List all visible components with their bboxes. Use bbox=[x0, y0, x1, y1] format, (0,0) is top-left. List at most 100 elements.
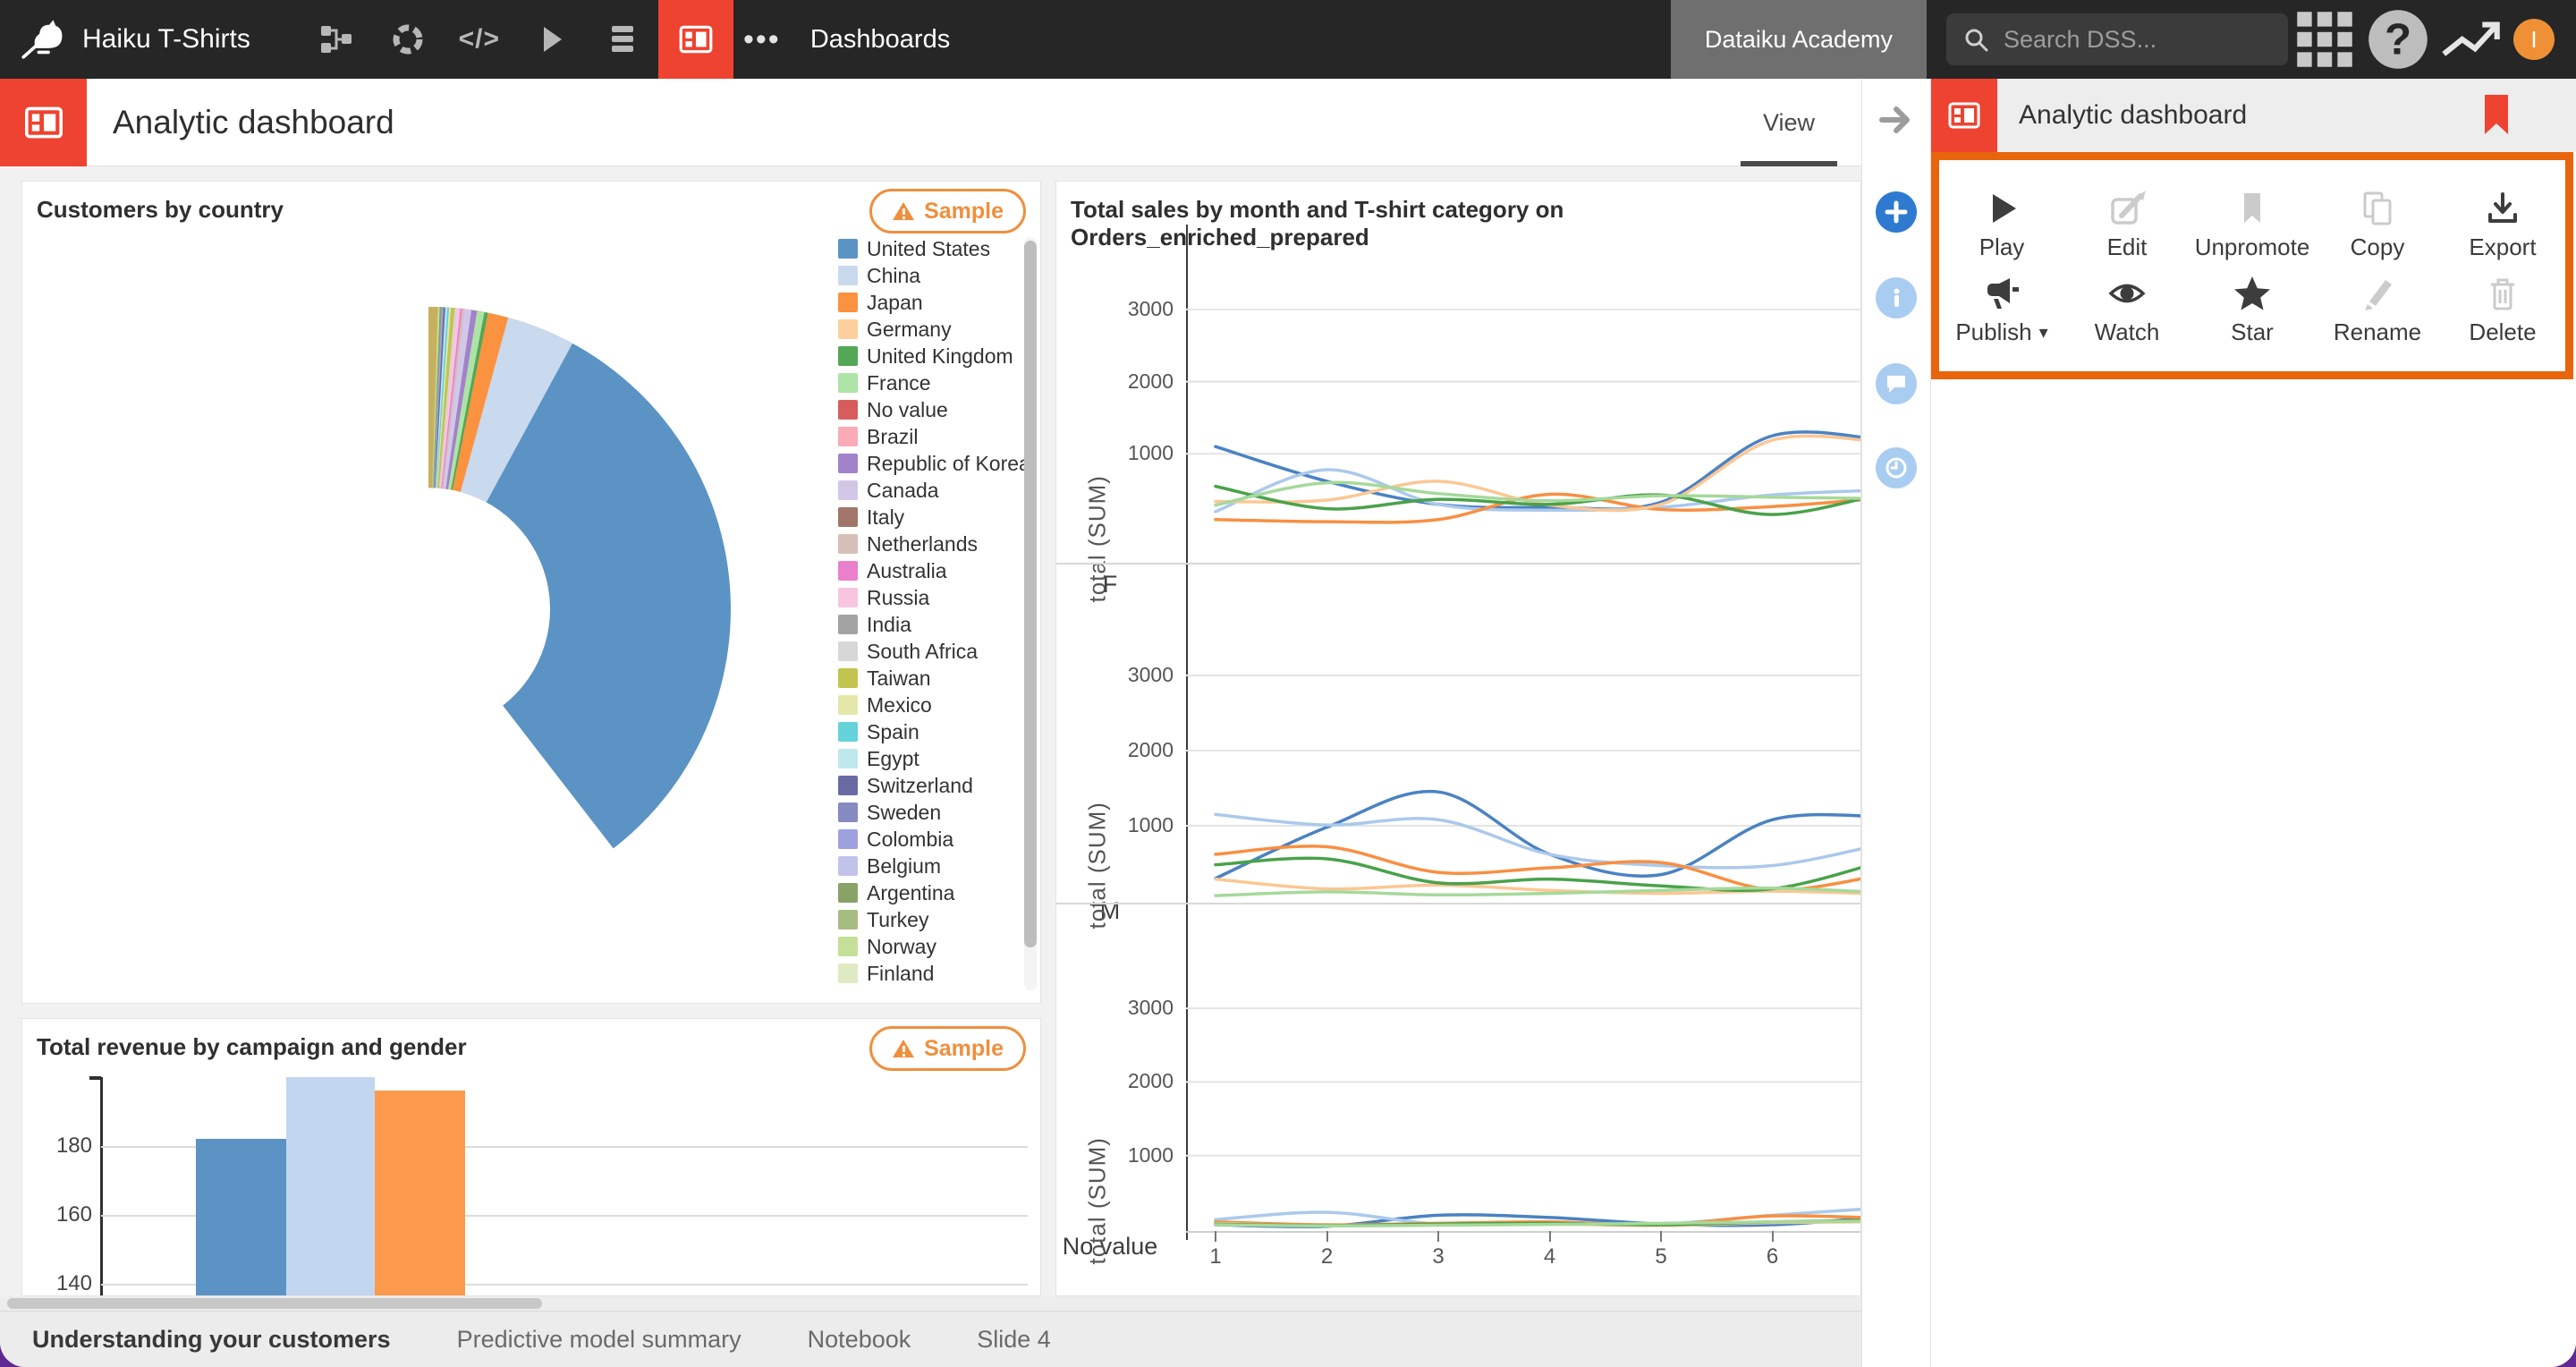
legend-item: Mexico bbox=[838, 692, 1040, 718]
legend-swatch bbox=[838, 937, 858, 956]
action-button-watch[interactable]: Watch bbox=[2064, 270, 2190, 346]
slide-tab-predictive-model-summary[interactable]: Predictive model summary bbox=[456, 1325, 741, 1353]
bar-gridline bbox=[101, 1215, 1028, 1217]
line-chart-x-axis bbox=[1186, 1231, 1860, 1233]
sample-badge: Sample bbox=[869, 1026, 1026, 1071]
legend-item-label: Norway bbox=[867, 934, 936, 958]
dropdown-caret-icon: ▾ bbox=[2038, 323, 2048, 343]
action-label: Copy bbox=[2350, 233, 2405, 260]
code-icon[interactable]: </> bbox=[458, 24, 501, 54]
legend-swatch bbox=[838, 964, 858, 983]
bar-blue bbox=[196, 1139, 286, 1295]
tab-view[interactable]: View bbox=[1762, 108, 1816, 136]
jobs-play-icon[interactable] bbox=[515, 0, 587, 79]
action-button-star[interactable]: Star bbox=[2190, 270, 2315, 346]
legend-item: China bbox=[838, 262, 1040, 289]
dataiku-logo-icon[interactable] bbox=[0, 0, 82, 79]
slide-tab-notebook[interactable]: Notebook bbox=[807, 1325, 911, 1353]
global-search[interactable] bbox=[1946, 13, 2288, 65]
legend-item-label: Finland bbox=[867, 961, 935, 985]
action-button-publish[interactable]: Publish ▾ bbox=[1939, 270, 2064, 346]
action-button-rename[interactable]: Rename bbox=[2315, 270, 2440, 346]
apps-grid-icon[interactable] bbox=[2288, 0, 2361, 79]
bookmark-icon[interactable] bbox=[2483, 95, 2510, 139]
collapse-panel-icon[interactable] bbox=[1877, 100, 1916, 140]
legend-item-label: France bbox=[867, 370, 931, 395]
line-series-light-orange bbox=[1214, 877, 1860, 896]
legend-item: Finland bbox=[838, 960, 1040, 987]
breadcrumb-section: Dashboards bbox=[809, 24, 951, 54]
x-tick-label: 5 bbox=[1655, 1244, 1667, 1269]
facet-plot-f bbox=[1186, 308, 1860, 524]
action-button-edit[interactable]: Edit bbox=[2064, 185, 2190, 261]
warning-icon bbox=[893, 202, 915, 220]
legend-scrollbar-thumb[interactable] bbox=[1024, 241, 1037, 947]
legend-swatch bbox=[838, 561, 858, 581]
action-button-export[interactable]: Export bbox=[2440, 185, 2565, 261]
more-menu-icon[interactable]: ••• bbox=[742, 21, 781, 56]
search-input[interactable] bbox=[2002, 24, 2270, 55]
history-clock-icon[interactable] bbox=[1876, 447, 1917, 488]
donut-chart bbox=[428, 307, 731, 849]
legend-item-label: Turkey bbox=[867, 907, 929, 931]
action-button-delete[interactable]: Delete bbox=[2440, 270, 2565, 346]
flow-icon[interactable] bbox=[301, 0, 372, 79]
legend-swatch bbox=[838, 615, 858, 634]
legend-item: Argentina bbox=[838, 879, 1040, 906]
bar-gridline bbox=[101, 1284, 1028, 1286]
facet-divider bbox=[1056, 563, 1860, 565]
action-label: Publish ▾ bbox=[1955, 318, 2048, 345]
legend-swatch bbox=[838, 829, 858, 849]
slide-tab-understanding-your-customers[interactable]: Understanding your customers bbox=[32, 1325, 391, 1353]
legend-item-label: Belgium bbox=[867, 853, 942, 878]
legend-swatch bbox=[838, 749, 858, 768]
legend-item: Brazil bbox=[838, 423, 1040, 450]
user-avatar[interactable]: I bbox=[2513, 19, 2555, 60]
add-insight-icon[interactable] bbox=[1876, 191, 1917, 233]
legend-item-label: United Kingdom bbox=[867, 344, 1013, 368]
legend-item-label: Argentina bbox=[867, 880, 955, 904]
page-title: Analytic dashboard bbox=[113, 104, 394, 140]
legend-item: Italy bbox=[838, 504, 1040, 531]
action-label: Edit bbox=[2106, 233, 2148, 260]
slide-tab-slide-4[interactable]: Slide 4 bbox=[977, 1325, 1051, 1353]
card-total-sales-by-month: Total sales by month and T-shirt categor… bbox=[1055, 181, 1861, 1296]
legend-item: Spain bbox=[838, 718, 1040, 745]
legend-item: Republic of Korea bbox=[838, 450, 1040, 477]
x-tick-label: 1 bbox=[1209, 1244, 1222, 1269]
legend-item: South Africa bbox=[838, 638, 1040, 665]
notebooks-icon[interactable] bbox=[587, 0, 658, 79]
play-icon bbox=[1982, 185, 2021, 228]
pencil-icon bbox=[2358, 270, 2397, 313]
help-icon[interactable]: ? bbox=[2361, 0, 2435, 79]
legend-item: United Kingdom bbox=[838, 343, 1040, 369]
y-tick-label: 2000 bbox=[1127, 738, 1174, 761]
line-series-orange bbox=[1214, 492, 1860, 524]
y-tick-label: 2000 bbox=[1127, 369, 1174, 393]
project-name[interactable]: Haiku T-Shirts bbox=[82, 24, 250, 54]
line-series-light-blue bbox=[1214, 812, 1860, 870]
action-button-copy[interactable]: Copy bbox=[2315, 185, 2440, 261]
action-button-play[interactable]: Play bbox=[1939, 185, 2064, 261]
info-icon[interactable] bbox=[1876, 277, 1917, 318]
x-tick-mark bbox=[1660, 1231, 1662, 1242]
action-button-unpromote[interactable]: Unpromote bbox=[2190, 185, 2315, 261]
x-tick-mark bbox=[1548, 1231, 1551, 1242]
line-series-light-blue bbox=[1214, 468, 1860, 514]
legend-swatch bbox=[838, 480, 858, 500]
horizontal-scrollbar-thumb[interactable] bbox=[7, 1298, 542, 1309]
facet-label-novalue: No value bbox=[1062, 1233, 1158, 1260]
tab-view-underline bbox=[1741, 161, 1837, 166]
dataiku-academy-button[interactable]: Dataiku Academy bbox=[1670, 0, 1927, 79]
comments-icon[interactable] bbox=[1876, 363, 1917, 404]
legend-item-label: India bbox=[867, 612, 911, 636]
line-series-light-green bbox=[1214, 1219, 1860, 1228]
line-series-green bbox=[1214, 484, 1860, 516]
actions-row: Publish ▾ Watch Star Rename Delete bbox=[1939, 270, 2565, 346]
right-tool-strip bbox=[1861, 79, 1931, 1367]
legend-item: Taiwan bbox=[838, 665, 1040, 692]
donut-segment-other bbox=[428, 307, 438, 488]
dashboards-nav-tile[interactable] bbox=[657, 0, 733, 79]
analyses-icon[interactable] bbox=[372, 0, 444, 79]
activity-trend-icon[interactable] bbox=[2435, 0, 2508, 79]
